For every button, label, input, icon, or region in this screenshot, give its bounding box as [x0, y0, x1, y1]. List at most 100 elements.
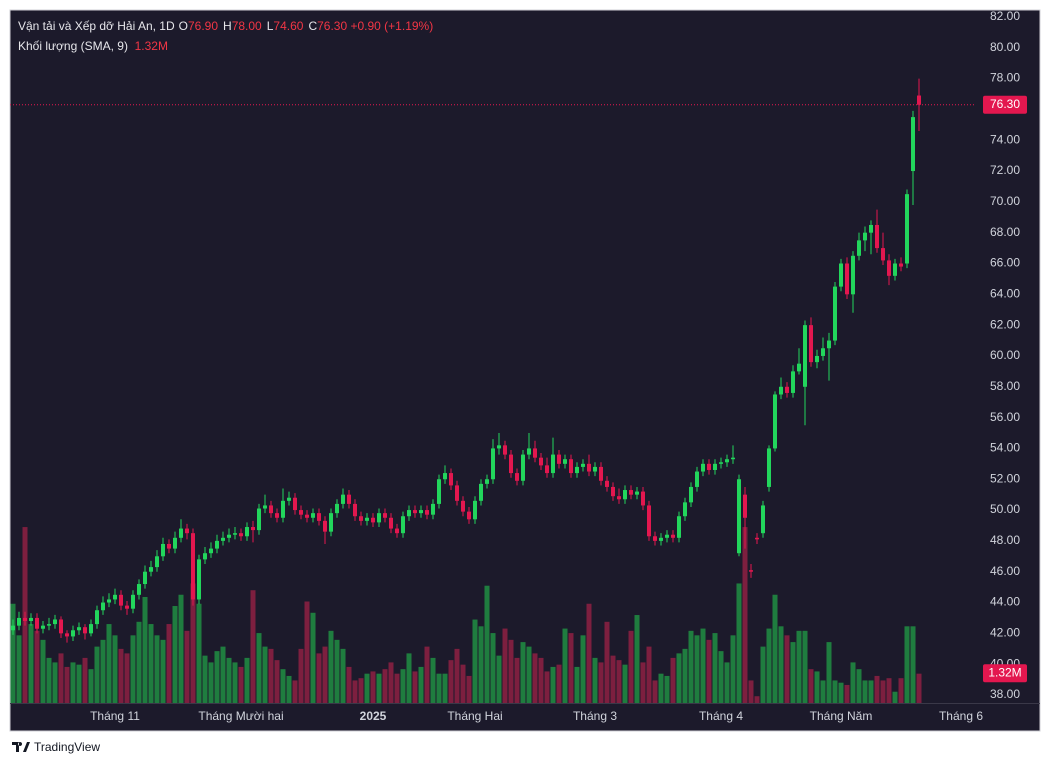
- candle-body: [149, 567, 153, 572]
- candle-body: [773, 394, 777, 449]
- x-tick-label: Tháng 11: [90, 709, 140, 723]
- candle-body: [545, 465, 549, 474]
- volume-bar: [430, 657, 436, 703]
- volume-bar: [496, 655, 502, 703]
- candle-body: [863, 232, 867, 241]
- volume-bar: [748, 680, 754, 703]
- volume-bar: [550, 666, 556, 703]
- candle-body: [161, 543, 165, 557]
- candle-body: [617, 496, 621, 500]
- volume-bar: [244, 657, 250, 703]
- volume-bar: [682, 648, 688, 703]
- ohlc-value: 76.90: [187, 19, 219, 33]
- chart-background: [9, 9, 1041, 732]
- volume-bar: [280, 669, 286, 703]
- volume-bar: [856, 669, 862, 703]
- ohlc-key: O: [178, 19, 188, 33]
- volume-bar: [238, 666, 244, 703]
- candle-body: [623, 490, 627, 500]
- volume-bar: [196, 603, 202, 703]
- y-tick-label: 42.00: [990, 626, 1020, 640]
- candle-body: [23, 617, 27, 622]
- candle-body: [515, 473, 519, 481]
- candle-body: [305, 514, 309, 518]
- candle-body: [767, 448, 771, 487]
- candle-body: [209, 548, 213, 554]
- volume-bar: [322, 646, 328, 703]
- volume-bar: [352, 680, 358, 703]
- volume-bar: [76, 664, 82, 703]
- volume-sma-label: 1.32M: [988, 665, 1021, 679]
- y-tick-label: 62.00: [990, 317, 1020, 331]
- y-tick-label: 58.00: [990, 379, 1020, 393]
- candle-body: [329, 513, 333, 532]
- legend: Vận tải và Xếp dỡ Hải An, 1D O76.90 H78.00…: [18, 16, 433, 56]
- candle-body: [191, 533, 195, 600]
- candle-body: [401, 516, 405, 534]
- candle-body: [299, 510, 303, 515]
- candle-body: [179, 528, 183, 538]
- candle-body: [677, 516, 681, 538]
- volume-bar: [736, 583, 742, 703]
- volume-bar: [478, 626, 484, 703]
- volume-bar: [796, 630, 802, 703]
- volume-bar: [652, 680, 658, 703]
- candle-body: [155, 556, 159, 568]
- candle-body: [425, 510, 429, 515]
- candle-body: [377, 513, 381, 523]
- volume-bar: [172, 606, 178, 703]
- volume-bar: [442, 673, 448, 703]
- volume-bar: [328, 630, 334, 703]
- candle-body: [809, 325, 813, 363]
- volume-bar: [772, 594, 778, 703]
- volume-bar: [232, 662, 238, 703]
- volume-bar: [448, 660, 454, 703]
- candle-body: [605, 480, 609, 487]
- ohlc-value: 74.60: [273, 19, 304, 33]
- volume-bar: [916, 673, 922, 703]
- y-tick-label: 54.00: [990, 441, 1020, 455]
- candle-body: [479, 483, 483, 501]
- candle-body: [713, 463, 717, 470]
- candle-body: [365, 517, 369, 521]
- volume-bar: [202, 655, 208, 703]
- y-tick-label: 70.00: [990, 194, 1020, 208]
- ohlc-key: C: [308, 19, 318, 33]
- volume-bar: [838, 682, 844, 703]
- volume-bar: [826, 642, 832, 703]
- candle-body: [737, 479, 741, 554]
- volume-bar: [436, 673, 442, 703]
- y-tick-label: 52.00: [990, 471, 1020, 485]
- volume-bar: [112, 635, 118, 703]
- volume-bar: [364, 673, 370, 703]
- candle-body: [269, 505, 273, 514]
- candle-body: [41, 625, 45, 629]
- volume-bar: [802, 630, 808, 703]
- candle-body: [251, 527, 255, 531]
- candle-body: [539, 457, 543, 466]
- candle-body: [47, 624, 51, 626]
- candle-body: [743, 494, 747, 518]
- volume-bar: [460, 664, 466, 703]
- candle-body: [725, 459, 729, 463]
- volume-bar: [100, 639, 106, 703]
- candle-body: [569, 459, 573, 474]
- candle-body: [461, 500, 465, 512]
- candle-body: [245, 527, 249, 537]
- candle-body: [563, 459, 567, 464]
- candle-body: [791, 371, 795, 393]
- volume-bar: [298, 648, 304, 703]
- candle-body: [815, 355, 819, 363]
- volume-bar: [40, 639, 46, 703]
- volume-title: Khối lượng (SMA, 9): [18, 39, 128, 53]
- volume-bar: [346, 666, 352, 703]
- volume-sma: 1.32M: [134, 39, 168, 53]
- volume-bar: [178, 594, 184, 703]
- candle-body: [635, 491, 639, 495]
- candle-body: [473, 500, 477, 520]
- y-tick-label: 44.00: [990, 595, 1020, 609]
- volume-bar: [544, 671, 550, 703]
- candle-body: [65, 633, 69, 637]
- volume-bar: [136, 621, 142, 703]
- volume-bar: [604, 621, 610, 703]
